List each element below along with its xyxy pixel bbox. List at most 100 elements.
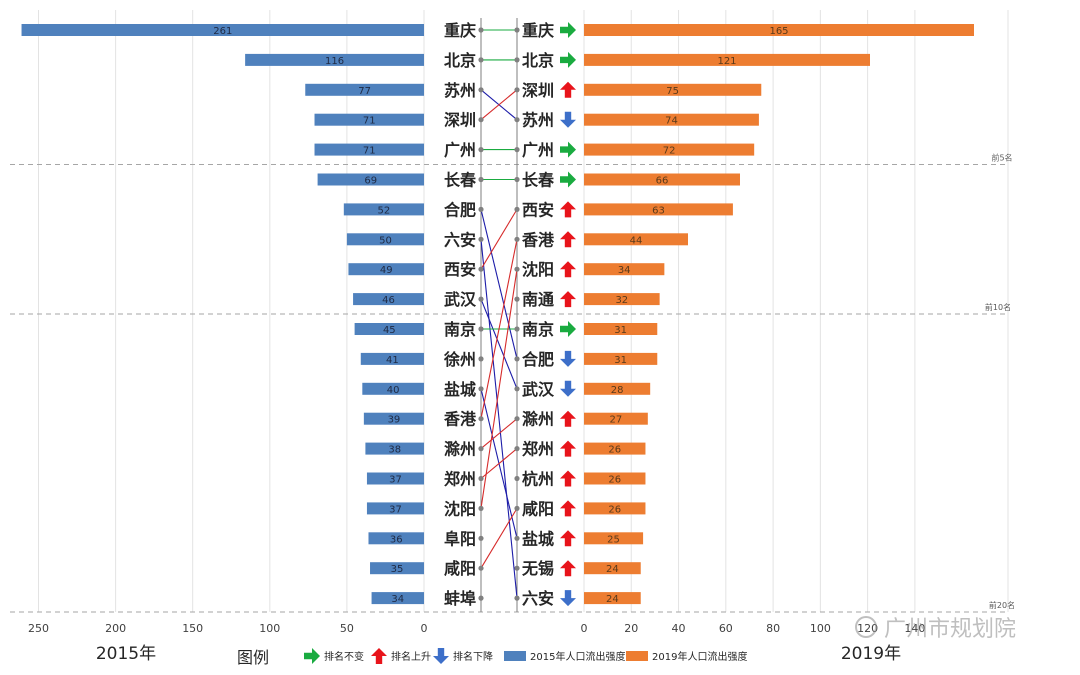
bar-2015-value-label: 45 xyxy=(383,325,396,336)
rank-dot-2015 xyxy=(478,117,484,123)
x-tick-label-2015: 250 xyxy=(28,622,49,635)
watermark-text: 广州市规划院 xyxy=(884,617,1016,642)
legend-label: 2015年人口流出强度 xyxy=(530,650,625,663)
bar-2019-value-label: 26 xyxy=(608,445,621,456)
bar-2015 xyxy=(317,173,424,186)
bar-2019 xyxy=(584,323,658,335)
rank-up-arrow-icon xyxy=(560,410,576,427)
bar-2015-value-label: 50 xyxy=(379,235,392,246)
city-label-2019: 杭州 xyxy=(522,470,554,489)
legend-label: 排名下降 xyxy=(453,650,493,663)
bar-2015 xyxy=(346,233,424,246)
rank-dot-2019 xyxy=(514,206,520,212)
legend-title: 图例 xyxy=(237,648,269,667)
bar-2019-value-label: 32 xyxy=(615,295,628,306)
bar-2015 xyxy=(314,143,424,156)
rank-up-arrow-icon xyxy=(560,81,576,98)
rank-dot-2019 xyxy=(514,595,520,601)
bar-2019 xyxy=(584,24,974,36)
rank-dot-2015 xyxy=(478,57,484,63)
watermark: 广州市规划院 xyxy=(855,616,1016,642)
bar-2019 xyxy=(584,592,641,605)
rank-dot-2019 xyxy=(514,147,520,153)
rank-dot-2019 xyxy=(514,505,520,511)
rank-connector xyxy=(480,239,518,599)
city-label-2015: 滁州 xyxy=(444,440,476,459)
legend-label: 排名不变 xyxy=(324,650,364,663)
bar-2019-value-label: 121 xyxy=(717,56,736,67)
rank-dot-2015 xyxy=(478,595,484,601)
bar-2019 xyxy=(584,233,688,246)
x-tick-label-2019: 100 xyxy=(810,622,831,635)
city-label-2015: 深圳 xyxy=(444,111,476,130)
rank-up-arrow-icon xyxy=(560,560,576,577)
city-label-2019: 无锡 xyxy=(521,559,554,578)
rank-same-arrow-icon xyxy=(560,51,576,68)
bar-2015-value-label: 71 xyxy=(363,116,376,127)
rank-up-arrow-icon xyxy=(560,440,576,457)
city-label-2015: 六安 xyxy=(444,230,476,249)
rank-same-arrow-icon xyxy=(560,171,576,188)
rank-dot-2015 xyxy=(478,505,484,511)
rank-connector xyxy=(480,89,518,121)
bar-2015-value-label: 40 xyxy=(387,385,400,396)
city-label-2015: 蚌埠 xyxy=(444,589,476,608)
city-label-2019: 广州 xyxy=(522,141,554,160)
city-label-2015: 香港 xyxy=(443,410,477,429)
city-label-2015: 广州 xyxy=(444,141,476,160)
rank-same-arrow-icon xyxy=(560,321,576,337)
bar-2015 xyxy=(245,53,424,66)
bar-2015 xyxy=(362,382,424,395)
rank-dot-2015 xyxy=(478,416,484,422)
bar-2015-value-label: 41 xyxy=(386,355,399,366)
x-tick-label-2015: 200 xyxy=(105,622,126,635)
bar-2019-value-label: 31 xyxy=(614,325,627,336)
bar-2019 xyxy=(584,173,740,186)
bar-2015-value-label: 71 xyxy=(363,146,376,157)
rank-down-arrow-icon xyxy=(560,590,576,607)
rank-connector xyxy=(480,508,518,569)
bar-2019 xyxy=(584,502,646,515)
city-label-2015: 阜阳 xyxy=(444,529,476,548)
rank-dot-2015 xyxy=(478,296,484,302)
rank-dot-2019 xyxy=(514,446,520,452)
city-label-2015: 长春 xyxy=(444,171,477,190)
bar-2019 xyxy=(584,472,646,485)
x-tick-label-2019: 60 xyxy=(719,622,733,635)
city-label-2019: 苏州 xyxy=(522,111,554,130)
bar-2019 xyxy=(584,293,660,306)
rank-connector xyxy=(480,209,518,360)
city-label-2015: 郑州 xyxy=(444,470,476,489)
legend-up-arrow-icon xyxy=(371,648,387,664)
rank-dot-2019 xyxy=(514,87,520,93)
rank-dot-2015 xyxy=(478,266,484,272)
rank-dot-2015 xyxy=(478,446,484,452)
rank-dot-2015 xyxy=(478,27,484,33)
rank-dot-2019 xyxy=(514,176,520,183)
rank-dot-2015 xyxy=(478,147,484,153)
city-label-2019: 北京 xyxy=(522,51,554,70)
rank-connector xyxy=(480,239,518,419)
city-label-2019: 南通 xyxy=(522,290,554,309)
bar-2015 xyxy=(370,562,424,575)
bar-2019-value-label: 66 xyxy=(656,176,669,187)
rank-down-arrow-icon xyxy=(560,380,576,397)
rank-same-arrow-icon xyxy=(560,22,576,38)
rank-dot-2015 xyxy=(478,87,484,93)
rank-same-arrow-icon xyxy=(560,141,576,158)
bar-2019-value-label: 25 xyxy=(607,534,620,545)
rank-dot-2019 xyxy=(514,386,520,392)
city-label-2015: 北京 xyxy=(444,51,476,70)
rank-dot-2019 xyxy=(514,475,520,482)
rank-dot-2019 xyxy=(514,535,520,541)
x-tick-label-2019: 140 xyxy=(904,622,925,635)
bar-2015 xyxy=(366,502,424,515)
rank-dot-2015 xyxy=(478,386,484,392)
legend-swatch-bar2019 xyxy=(626,651,648,661)
rank-connector xyxy=(480,209,518,270)
legend-label: 排名上升 xyxy=(391,650,431,663)
bar-2019 xyxy=(584,532,644,545)
city-label-2019: 合肥 xyxy=(522,350,554,369)
city-label-2019: 武汉 xyxy=(522,380,555,399)
city-label-2019: 咸阳 xyxy=(522,499,554,518)
